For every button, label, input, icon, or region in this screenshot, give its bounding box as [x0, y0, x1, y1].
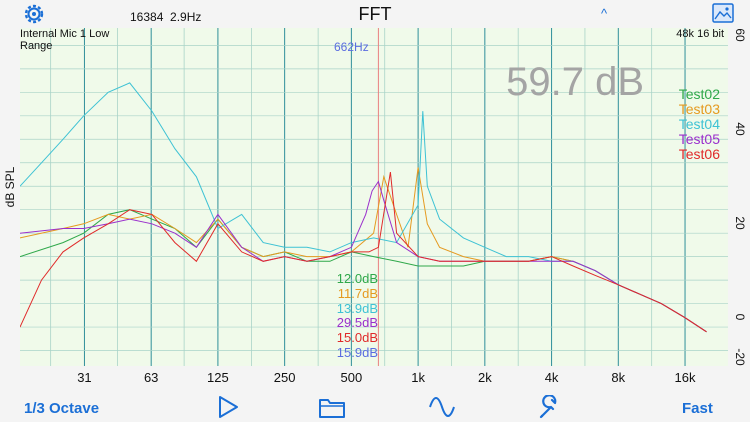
y-tick-label: 40: [733, 122, 747, 136]
cursor-reading: 15.0dB: [336, 330, 378, 346]
caret-up-icon[interactable]: ^: [601, 6, 608, 21]
cursor-reading: 11.7dB: [337, 285, 378, 301]
image-icon[interactable]: [712, 3, 734, 23]
fft-resolution: 2.9Hz: [170, 10, 202, 24]
cursor-reading: 29.5dB: [336, 315, 378, 331]
x-tick-label: 16k: [674, 370, 696, 385]
y-tick-label: 60: [733, 28, 747, 42]
cursor-reading: 12.0dB: [336, 271, 378, 286]
legend-entry: Test03: [678, 101, 720, 117]
legend: Test02 Test03 Test04 Test05 Test06: [679, 87, 720, 162]
y-tick-label: 0: [733, 313, 747, 320]
x-ticks: 31 63 125 250 500 1k 2k 4k 8k 16k: [20, 370, 728, 388]
x-tick-label: 250: [273, 370, 296, 385]
grid-layer: [20, 28, 728, 366]
input-label: Internal Mic 1 Low: [20, 28, 110, 40]
format-label: 48k 16 bit: [676, 28, 724, 40]
level-reading: 59.7 dB: [506, 60, 644, 104]
legend-entry: Test05: [678, 131, 720, 147]
legend-entry: Test02: [678, 86, 720, 102]
x-tick-label: 500: [340, 370, 363, 385]
series-line-test06: [20, 172, 707, 333]
speed-button[interactable]: Fast: [682, 400, 713, 417]
gear-icon[interactable]: [22, 2, 46, 26]
y-ticks: 60 40 20 0 -20: [730, 28, 750, 368]
x-tick-label: 2k: [477, 370, 492, 385]
cursor-reading: 13.9dB: [336, 300, 378, 316]
cursor-reading: 15.9dB: [336, 344, 378, 360]
cursor-frequency: 662Hz: [334, 40, 369, 54]
page-title: FFT: [358, 4, 392, 24]
x-tick-label: 125: [207, 370, 229, 385]
folder-icon[interactable]: [318, 395, 346, 419]
top-bar: 16384 2.9Hz FFT ^: [0, 0, 750, 28]
y-tick-label: -20: [733, 348, 747, 366]
fft-plot[interactable]: Internal Mic 1 Low Range 48k 16 bit 662H…: [20, 28, 728, 366]
octave-button[interactable]: 1/3 Octave: [24, 400, 100, 417]
legend-entry: Test04: [678, 116, 720, 132]
y-axis-label-box: dB SPL: [0, 160, 20, 220]
y-axis-label: dB SPL: [3, 166, 17, 208]
series-layer: [20, 82, 707, 333]
x-tick-label: 63: [143, 370, 159, 385]
sine-wave-icon[interactable]: [428, 395, 456, 419]
bottom-toolbar: 1/3 Octave Fast: [0, 390, 750, 422]
x-tick-label: 31: [77, 370, 92, 385]
cursor-readings: 12.0dB 11.7dB 13.9dB 29.5dB 15.0dB 15.9dB: [330, 271, 378, 361]
fft-info: 16384 2.9Hz: [130, 10, 201, 24]
range-label[interactable]: Range: [20, 40, 53, 52]
fft-chart-svg: [20, 28, 728, 366]
x-tick-label: 4k: [544, 370, 559, 385]
legend-entry: Test06: [678, 146, 720, 162]
play-icon[interactable]: [216, 395, 240, 419]
y-tick-label: 20: [733, 216, 747, 230]
wrench-icon[interactable]: [537, 395, 563, 421]
x-tick-label: 8k: [611, 370, 626, 385]
x-tick-label: 1k: [411, 370, 425, 385]
fft-size: 16384: [130, 10, 164, 24]
